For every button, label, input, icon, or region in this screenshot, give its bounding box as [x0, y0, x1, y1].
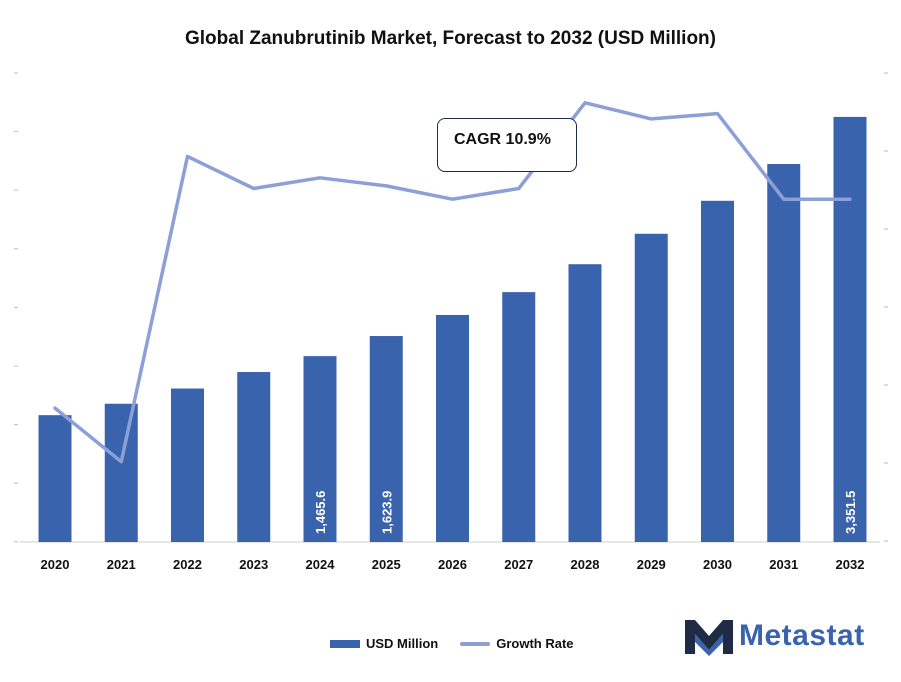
bar-2020[interactable] [38, 415, 72, 542]
bar-2024[interactable] [303, 356, 337, 542]
chart-title: Global Zanubrutinib Market, Forecast to … [184, 28, 716, 49]
bar-2023[interactable] [237, 372, 271, 542]
x-tick-2022: 2022 [173, 557, 202, 572]
legend-swatch-line [460, 641, 491, 646]
bar-2027[interactable] [502, 292, 536, 542]
data-labels: 1,465.6 1,623.9 3,351.5 [313, 491, 858, 534]
x-axis-tick-labels: 2020 2021 2022 2023 2024 2025 2026 2027 2028 2029… [41, 557, 865, 572]
left-axis-ticks [14, 72, 18, 543]
bar-2021[interactable] [104, 403, 138, 542]
legend-label-line: Growth Rate [496, 636, 574, 651]
brand-name: Metastat [739, 619, 865, 652]
data-label-2025: 1,623.9 [379, 491, 394, 534]
bar-2030[interactable] [701, 200, 734, 542]
bar-2031[interactable] [767, 164, 801, 542]
growth-rate-line [53, 101, 852, 464]
right-axis-ticks [884, 72, 888, 542]
x-tick-2027: 2027 [504, 557, 533, 572]
x-tick-2031: 2031 [769, 557, 798, 572]
x-tick-2023: 2023 [239, 557, 268, 572]
bar-2028[interactable] [568, 264, 602, 542]
x-tick-2024: 2024 [306, 557, 336, 572]
data-label-2032: 3,351.5 [843, 491, 858, 534]
x-tick-2028: 2028 [571, 557, 600, 572]
data-label-2024: 1,465.6 [313, 491, 328, 534]
x-tick-2020: 2020 [41, 557, 70, 572]
bar-2025[interactable] [369, 336, 403, 542]
bar-2022[interactable] [171, 388, 204, 542]
bar-series [38, 116, 867, 543]
x-tick-2032: 2032 [836, 557, 865, 572]
metastat-m-icon [685, 620, 733, 656]
bar-2032[interactable] [833, 116, 867, 543]
x-tick-2029: 2029 [637, 557, 666, 572]
x-tick-2021: 2021 [107, 557, 136, 572]
x-tick-2030: 2030 [703, 557, 732, 572]
x-tick-2025: 2025 [372, 557, 401, 572]
bar-2029[interactable] [634, 233, 668, 542]
cagr-callout: CAGR 10.9% [437, 118, 577, 172]
legend-item-line[interactable]: Growth Rate [460, 636, 574, 651]
legend-label-bar: USD Million [366, 636, 439, 651]
bar-2026[interactable] [436, 314, 469, 542]
x-tick-2026: 2026 [438, 557, 467, 572]
legend-item-bar[interactable]: USD Million [330, 636, 438, 651]
brand-logo: Metastat [683, 616, 865, 656]
legend: USD Million Growth Rate [330, 636, 596, 651]
legend-swatch-bar [330, 639, 360, 648]
